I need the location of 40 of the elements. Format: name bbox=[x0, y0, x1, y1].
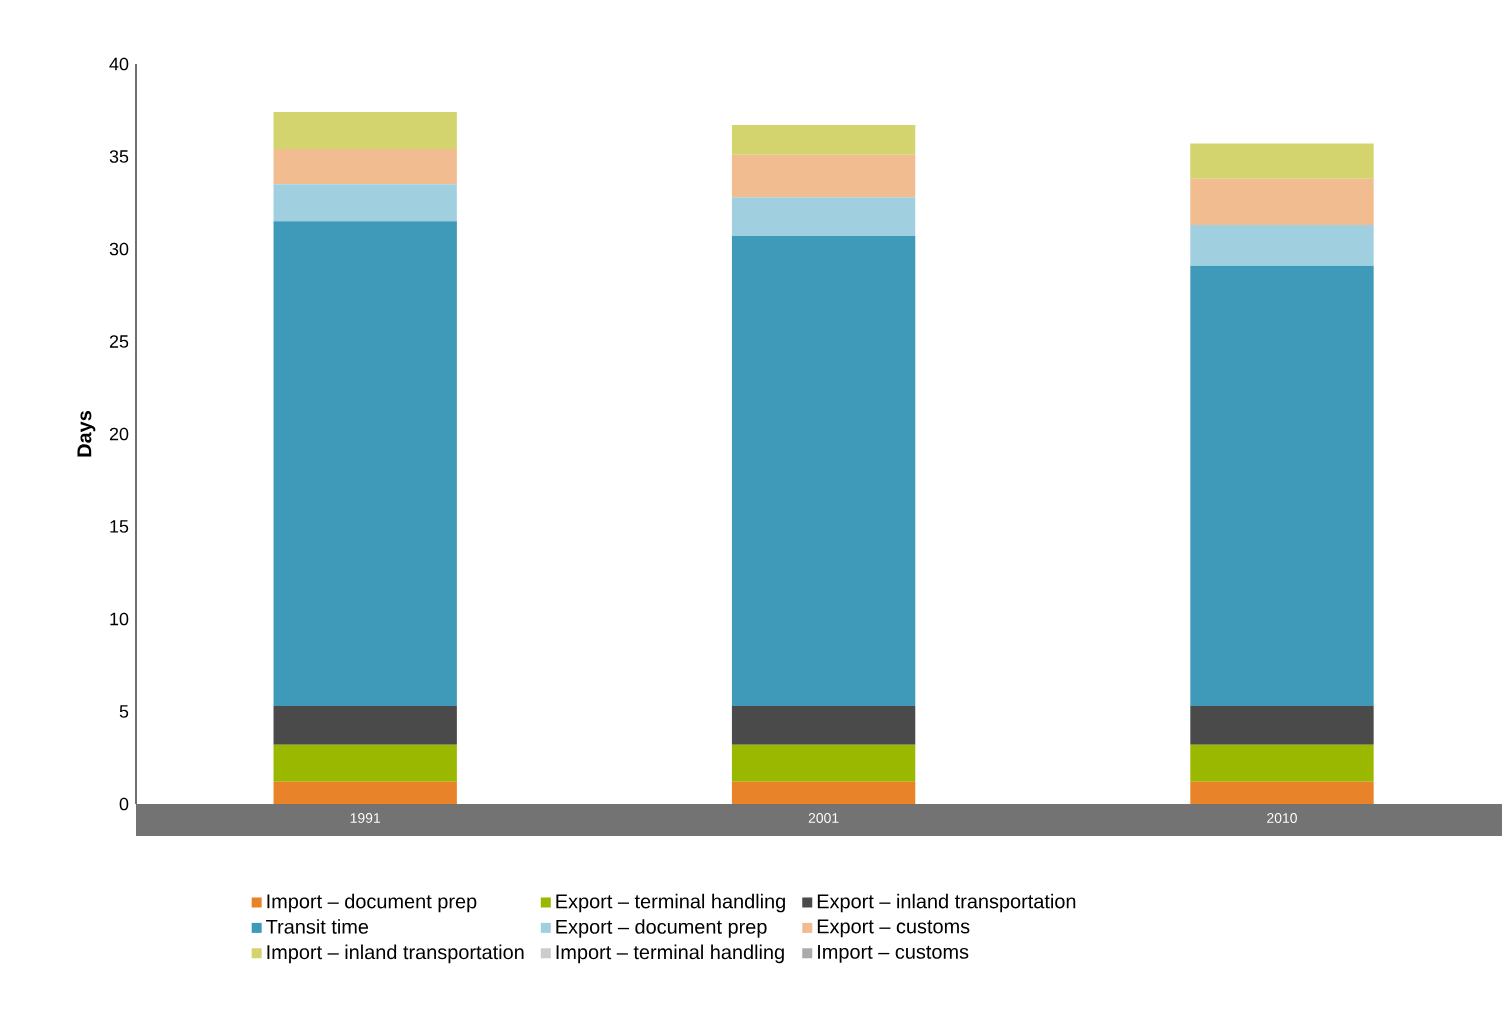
y-tick-label: 40 bbox=[109, 57, 129, 71]
bar bbox=[731, 744, 916, 782]
bar bbox=[273, 112, 457, 150]
legend-label: Export – inland transportation bbox=[817, 893, 1076, 913]
bar bbox=[731, 154, 916, 198]
legend-label: Export – document prep bbox=[556, 919, 767, 938]
bar bbox=[1190, 781, 1374, 804]
bar bbox=[273, 781, 457, 804]
legend-label: Transit time bbox=[266, 919, 369, 934]
y-axis-title: Days bbox=[77, 410, 96, 457]
y-tick-label: 20 bbox=[109, 427, 129, 441]
legend-label: Import – document prep bbox=[267, 893, 477, 913]
bar bbox=[1190, 224, 1374, 266]
y-tick-label: 5 bbox=[119, 705, 129, 718]
bar bbox=[731, 781, 916, 804]
bar bbox=[731, 236, 916, 706]
bar bbox=[273, 184, 457, 222]
y-tick-label: 30 bbox=[109, 242, 129, 256]
bar bbox=[1190, 265, 1374, 706]
y-tick-label: 25 bbox=[109, 335, 129, 348]
bar bbox=[273, 149, 457, 185]
bar bbox=[731, 197, 916, 237]
y-tick-label: 10 bbox=[110, 612, 129, 626]
legend-label: Import – terminal handling bbox=[556, 944, 784, 964]
bar bbox=[1190, 744, 1374, 782]
legend-label: Export – terminal handling bbox=[556, 893, 785, 913]
y-tick-label: 15 bbox=[110, 520, 129, 533]
bar bbox=[1190, 178, 1374, 225]
bar bbox=[1190, 705, 1374, 745]
bar bbox=[273, 744, 457, 782]
legend-label: Export – customs bbox=[817, 919, 970, 938]
legend-label: Import – customs bbox=[818, 944, 969, 963]
bar bbox=[273, 705, 457, 745]
bar bbox=[273, 221, 457, 706]
bar bbox=[1190, 143, 1374, 179]
legend-label: Import – inland transportation bbox=[267, 944, 524, 964]
bar bbox=[731, 125, 916, 155]
bar bbox=[731, 705, 916, 745]
y-tick-label: 35 bbox=[109, 150, 129, 163]
y-tick-label: 0 bbox=[119, 797, 129, 811]
